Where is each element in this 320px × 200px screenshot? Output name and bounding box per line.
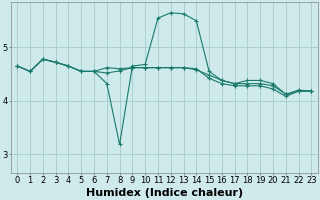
X-axis label: Humidex (Indice chaleur): Humidex (Indice chaleur) (86, 188, 243, 198)
